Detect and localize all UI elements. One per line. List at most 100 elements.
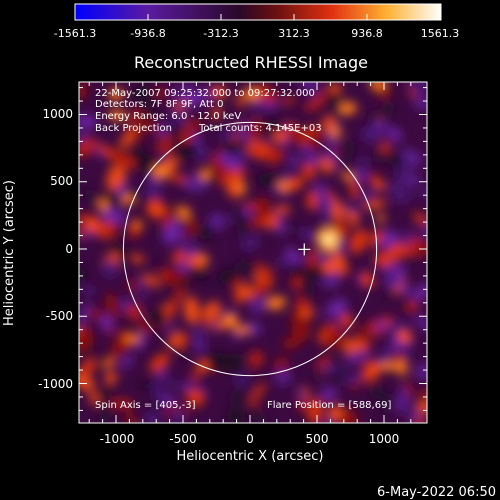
emission-blob (108, 223, 122, 237)
emission-blob (169, 89, 186, 105)
emission-blob (171, 251, 187, 264)
emission-blob (158, 122, 170, 138)
y-tick-label: -1000 (38, 377, 73, 391)
emission-blob (163, 220, 183, 245)
emission-blob (246, 321, 263, 336)
emission-blob (225, 409, 246, 423)
x-tick-label: -1000 (100, 432, 135, 446)
emission-blob (134, 114, 146, 131)
emission-blob (164, 157, 179, 171)
x-axis-title: Heliocentric X (arcsec) (177, 449, 324, 464)
emission-blob (312, 89, 328, 107)
emission-blob (183, 243, 192, 254)
emission-blob (236, 94, 244, 109)
emission-blob (255, 262, 275, 284)
emission-blob (89, 392, 100, 406)
emission-blob (110, 151, 137, 169)
emission-blob (184, 217, 198, 234)
emission-blob (413, 212, 427, 226)
emission-blob (230, 206, 249, 231)
plot-title: Reconstructed RHESSI Image (134, 53, 368, 72)
emission-blob (397, 254, 422, 262)
emission-blob (350, 229, 369, 254)
emission-blob (358, 155, 368, 170)
bright-blob (122, 194, 134, 206)
rhessi-image (79, 82, 427, 423)
emission-blob (372, 120, 387, 135)
emission-blob (296, 390, 307, 399)
flare-hotspot-core (322, 232, 335, 247)
emission-blob (325, 147, 340, 171)
emission-blob (186, 380, 211, 395)
emission-blob (124, 408, 140, 423)
emission-blob (217, 171, 236, 185)
emission-blob (199, 224, 213, 241)
emission-blob (79, 371, 96, 392)
bright-blob (376, 214, 386, 223)
emission-blob (167, 331, 186, 349)
y-tick-label: 1000 (42, 107, 73, 121)
emission-blob (354, 195, 363, 207)
bright-blob (299, 309, 316, 317)
emission-blob (193, 325, 206, 344)
emission-blob (210, 162, 228, 175)
bright-blob (188, 255, 205, 267)
emission-blob (163, 377, 177, 391)
detectors-text: Detectors: 7F 8F 9F, Att 0 (95, 99, 223, 110)
emission-blob (400, 148, 424, 167)
emission-blob (105, 292, 119, 320)
emission-blob (203, 301, 222, 322)
x-tick-label: 0 (246, 432, 254, 446)
emission-blob (135, 317, 153, 336)
emission-blob (388, 153, 405, 168)
bright-blob (277, 180, 289, 193)
emission-blob (416, 400, 427, 415)
emission-blob (210, 322, 219, 334)
emission-blob (160, 204, 177, 220)
emission-blob (320, 363, 341, 374)
emission-blob (379, 390, 389, 418)
emission-blob (313, 182, 328, 198)
emission-blob (142, 274, 161, 287)
bright-blob (176, 206, 191, 220)
bright-blob (266, 296, 284, 311)
colorbar-tick-label: 1561.3 (421, 27, 460, 40)
emission-blob (104, 370, 117, 385)
emission-blob (311, 126, 328, 146)
y-axis-title: Heliocentric Y (arcsec) (2, 180, 17, 326)
emission-blob (282, 96, 295, 105)
method-text: Back Projection (95, 123, 172, 134)
emission-blob (96, 143, 116, 158)
emission-blob (79, 358, 97, 376)
emission-blob (193, 144, 209, 161)
emission-blob (79, 83, 88, 95)
emission-blob (342, 371, 363, 385)
emission-blob (288, 152, 300, 170)
emission-blob (265, 219, 278, 228)
emission-blob (79, 301, 91, 327)
emission-blob (329, 83, 342, 94)
bright-blob (369, 82, 387, 90)
emission-blob (418, 187, 427, 199)
emission-blob (101, 259, 118, 279)
emission-blob (169, 108, 188, 128)
axis-ticks (79, 82, 427, 423)
emission-blob (146, 111, 160, 124)
emission-blob (328, 404, 343, 423)
emission-blob (277, 255, 293, 267)
emission-blob (178, 221, 188, 230)
emission-blob (99, 315, 114, 331)
y-tick-label: 0 (65, 242, 73, 256)
bright-blob (233, 326, 251, 335)
emission-blob (110, 340, 128, 357)
emission-blob (148, 308, 168, 328)
footer-timestamp: 6-May-2022 06:50 (377, 485, 496, 500)
emission-blob (249, 350, 264, 369)
emission-blob (218, 152, 242, 171)
bright-blob (375, 180, 385, 191)
emission-blob (394, 278, 414, 297)
x-axis-labels: -1000 -500 0 500 1000 (100, 432, 400, 446)
emission-blob (152, 257, 161, 270)
emission-blob (149, 353, 170, 373)
